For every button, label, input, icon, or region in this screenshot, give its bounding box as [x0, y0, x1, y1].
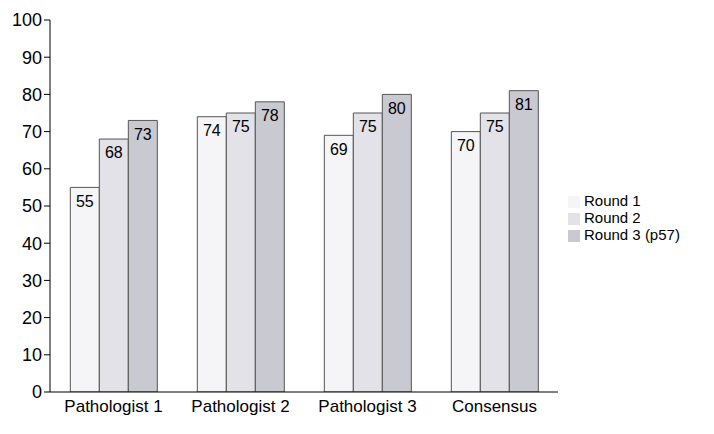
svg-text:100: 100 — [12, 10, 42, 30]
svg-text:73: 73 — [134, 126, 152, 143]
svg-text:0: 0 — [32, 382, 42, 402]
html-text:Round 2: Round 2 — [584, 208, 641, 226]
svg-text:75: 75 — [486, 118, 504, 135]
html-text:Round 1: Round 1 — [584, 191, 641, 209]
svg-text:40: 40 — [22, 234, 42, 254]
svg-text:81: 81 — [515, 96, 533, 113]
svg-text:55: 55 — [76, 193, 94, 210]
svg-text:50: 50 — [22, 196, 42, 216]
svg-text:80: 80 — [388, 100, 406, 117]
svg-text:90: 90 — [22, 48, 42, 68]
svg-text:69: 69 — [330, 141, 348, 158]
svg-text:Pathologist 1: Pathologist 1 — [64, 397, 162, 416]
svg-text:70: 70 — [22, 122, 42, 142]
svg-text:80: 80 — [22, 85, 42, 105]
svg-text:68: 68 — [105, 144, 123, 161]
svg-text:75: 75 — [232, 118, 250, 135]
svg-text:74: 74 — [203, 122, 221, 139]
svg-text:20: 20 — [22, 308, 42, 328]
svg-text:Consensus: Consensus — [452, 397, 537, 416]
svg-text:78: 78 — [261, 107, 279, 124]
svg-text:Pathologist 3: Pathologist 3 — [318, 397, 416, 416]
svg-text:70: 70 — [457, 137, 475, 154]
svg-text:30: 30 — [22, 271, 42, 291]
svg-text:Pathologist 2: Pathologist 2 — [191, 397, 289, 416]
svg-text:75: 75 — [359, 118, 377, 135]
svg-text:60: 60 — [22, 159, 42, 179]
svg-text:10: 10 — [22, 345, 42, 365]
html-text:Round 3 (p57): Round 3 (p57) — [584, 225, 680, 243]
